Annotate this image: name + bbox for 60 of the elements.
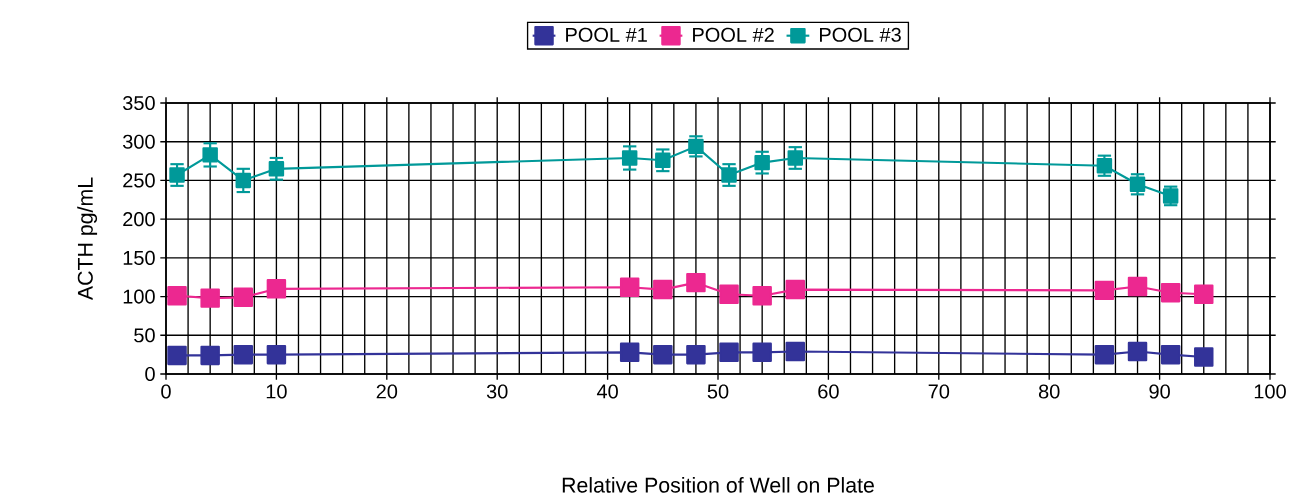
- x-tick-label: 50: [707, 384, 729, 399]
- point: [266, 344, 287, 365]
- point: [653, 279, 673, 300]
- point: [752, 286, 772, 306]
- point: [1160, 344, 1181, 365]
- x-tick-label: 20: [376, 384, 398, 399]
- point: [1160, 282, 1181, 303]
- point: [1194, 284, 1214, 304]
- point: [721, 167, 737, 183]
- y-tick-label: 350: [122, 95, 155, 111]
- x-tick-label: 40: [596, 384, 618, 399]
- point: [266, 279, 287, 299]
- x-tick-label: 60: [818, 384, 839, 399]
- point: [1194, 347, 1214, 367]
- point: [653, 344, 673, 365]
- point: [235, 172, 252, 189]
- y-tick-label: 100: [123, 289, 155, 304]
- point: [719, 284, 739, 304]
- x-tick-label: 100: [1254, 384, 1286, 399]
- point: [167, 345, 187, 366]
- point: [202, 147, 218, 163]
- point: [655, 152, 671, 169]
- point: [1127, 341, 1148, 362]
- point: [167, 286, 187, 306]
- point: [686, 344, 706, 365]
- point: [233, 287, 254, 308]
- point: [619, 342, 640, 363]
- point: [619, 277, 640, 298]
- legend-label: POOL #3: [820, 27, 901, 42]
- x-axis-title: Relative Position of Well on Plate: [562, 477, 874, 493]
- point: [233, 344, 254, 365]
- y-tick-label: 250: [123, 173, 155, 188]
- point: [268, 161, 285, 177]
- x-tick-label: 10: [266, 384, 287, 399]
- y-axis-title: ACTH pg/mL: [77, 177, 98, 301]
- x-tick-label: 80: [1038, 384, 1060, 399]
- x-tick-label: 90: [1149, 384, 1170, 399]
- point: [754, 154, 770, 171]
- point: [785, 279, 806, 300]
- point: [1094, 280, 1115, 301]
- point: [200, 288, 220, 308]
- x-tick-label: 0: [161, 384, 171, 399]
- y-tick-label: 200: [123, 212, 155, 227]
- point: [787, 150, 804, 166]
- y-tick-label: 0: [145, 366, 155, 382]
- point: [785, 341, 806, 362]
- y-tick-label: 50: [134, 328, 155, 343]
- y-tick-label: 300: [122, 134, 155, 149]
- point: [686, 272, 706, 293]
- legend-label: POOL #1: [566, 27, 647, 42]
- x-tick-label: 30: [486, 384, 508, 399]
- y-tick-label: 150: [123, 250, 155, 265]
- point: [719, 342, 739, 363]
- x-tick-label: 70: [928, 384, 950, 399]
- point: [1127, 276, 1148, 297]
- point: [1094, 344, 1115, 365]
- point: [752, 342, 772, 363]
- legend-label: POOL #2: [693, 27, 774, 42]
- point: [621, 150, 638, 166]
- point: [200, 345, 220, 366]
